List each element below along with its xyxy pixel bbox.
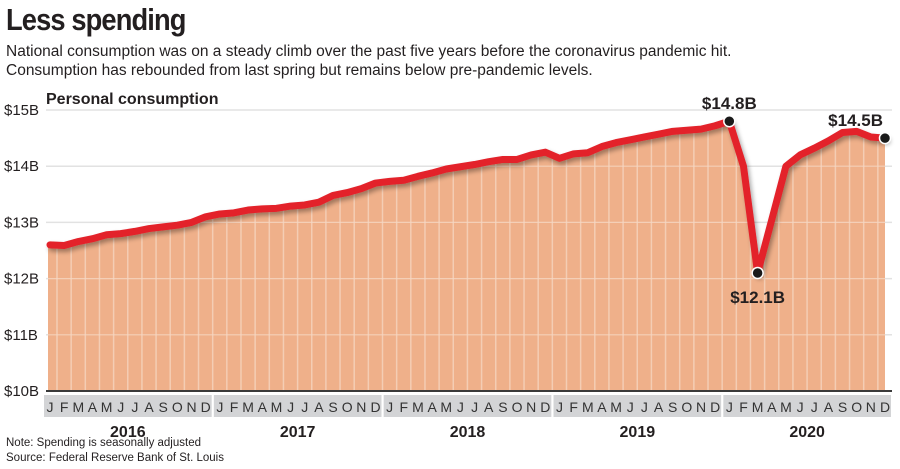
month-label: F xyxy=(230,399,239,415)
month-label: D xyxy=(710,399,720,415)
month-label: J xyxy=(556,399,563,415)
annotation-dot xyxy=(878,131,892,145)
annotation-label: $14.8B xyxy=(702,94,757,113)
month-label: M xyxy=(582,399,594,415)
month-label: A xyxy=(427,399,437,415)
month-label: M xyxy=(440,399,452,415)
month-label: D xyxy=(201,399,211,415)
month-label: N xyxy=(186,399,196,415)
footer-source: Source: Federal Reserve Bank of St. Loui… xyxy=(6,452,224,464)
month-label: N xyxy=(696,399,706,415)
month-label: M xyxy=(271,399,283,415)
month-label: O xyxy=(681,399,692,415)
month-label: M xyxy=(101,399,113,415)
month-label: J xyxy=(811,399,818,415)
month-label: J xyxy=(216,399,223,415)
area-fill xyxy=(48,121,885,392)
month-label: O xyxy=(342,399,353,415)
month-label: A xyxy=(88,399,98,415)
month-label: M xyxy=(242,399,254,415)
month-label: M xyxy=(752,399,764,415)
subtitle-line-2: Consumption has rebounded from last spri… xyxy=(6,62,593,79)
month-label: S xyxy=(159,399,168,415)
year-label: 2017 xyxy=(280,424,316,441)
month-label: J xyxy=(386,399,393,415)
month-label: D xyxy=(370,399,380,415)
y-tick-label: $14B xyxy=(4,158,39,175)
data-line xyxy=(46,117,889,277)
footer-note: Note: Spending is seasonally adjusted xyxy=(6,437,201,449)
month-label: F xyxy=(739,399,748,415)
month-label: F xyxy=(400,399,409,415)
month-label: J xyxy=(131,399,138,415)
footer: Note: Spending is seasonally adjusted So… xyxy=(6,436,224,466)
stripe-layer xyxy=(56,124,879,391)
month-label: D xyxy=(880,399,890,415)
month-label: A xyxy=(824,399,834,415)
month-label: O xyxy=(172,399,183,415)
month-label: A xyxy=(767,399,777,415)
month-label: M xyxy=(780,399,792,415)
month-label: J xyxy=(47,399,54,415)
month-label: A xyxy=(258,399,268,415)
page-title: Less spending xyxy=(6,2,186,37)
month-label: M xyxy=(72,399,84,415)
year-band xyxy=(44,395,212,417)
month-label: J xyxy=(641,399,648,415)
month-label: J xyxy=(471,399,478,415)
month-label: A xyxy=(654,399,664,415)
y-tick-label: $10B xyxy=(4,383,39,400)
month-label: S xyxy=(498,399,507,415)
month-label: J xyxy=(726,399,733,415)
month-label: N xyxy=(866,399,876,415)
month-label: S xyxy=(838,399,847,415)
month-label: J xyxy=(457,399,464,415)
y-tick-label: $13B xyxy=(4,214,39,231)
month-label: A xyxy=(597,399,607,415)
month-label: N xyxy=(526,399,536,415)
month-label: A xyxy=(314,399,324,415)
month-label: S xyxy=(668,399,677,415)
subtitle-line-1: National consumption was on a steady cli… xyxy=(6,43,732,60)
year-label: 2016 xyxy=(110,424,146,441)
annotation-dot xyxy=(751,266,764,280)
year-band xyxy=(383,395,552,417)
month-label: A xyxy=(484,399,494,415)
month-label: J xyxy=(117,399,124,415)
month-label: F xyxy=(60,399,69,415)
y-tick-label: $15B xyxy=(4,102,39,119)
month-label: F xyxy=(569,399,578,415)
year-label: 2018 xyxy=(450,424,486,441)
annotation-dot xyxy=(723,114,736,128)
month-label: J xyxy=(301,399,308,415)
month-label: M xyxy=(412,399,424,415)
month-label: S xyxy=(328,399,337,415)
subtitle: National consumption was on a steady cli… xyxy=(6,42,731,80)
month-label: N xyxy=(356,399,366,415)
month-label: O xyxy=(512,399,523,415)
month-label: A xyxy=(144,399,154,415)
line-layer: $14.8B $12.1B $14.5B xyxy=(46,94,892,307)
y-tick-label: $12B xyxy=(4,271,39,288)
month-label: J xyxy=(287,399,294,415)
month-label: O xyxy=(851,399,862,415)
area-layer xyxy=(48,121,885,392)
month-label: D xyxy=(540,399,550,415)
year-band xyxy=(553,395,722,417)
month-label: J xyxy=(797,399,804,415)
year-label: 2019 xyxy=(620,424,656,441)
year-label: 2020 xyxy=(789,424,825,441)
year-band xyxy=(723,395,891,417)
y-tick-label: $11B xyxy=(4,327,38,344)
year-band xyxy=(213,395,382,417)
month-label: M xyxy=(610,399,622,415)
chart-title: Personal consumption xyxy=(46,91,218,108)
annotation-label: $12.1B xyxy=(730,288,785,307)
annotation-label: $14.5B xyxy=(828,111,883,130)
month-label: J xyxy=(627,399,634,415)
